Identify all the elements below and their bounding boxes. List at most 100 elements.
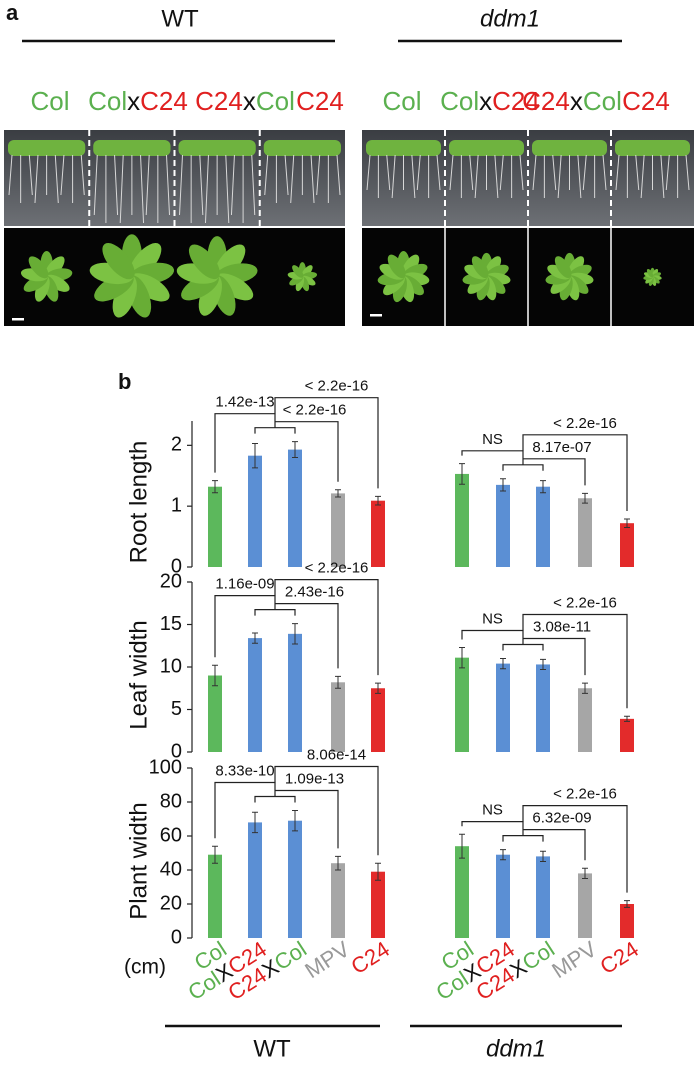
error-bar	[540, 480, 546, 494]
y-axis-label: Plant width	[125, 802, 152, 919]
bar	[248, 455, 262, 567]
bar	[288, 449, 302, 567]
root	[532, 154, 537, 191]
y-tick-label: 1	[171, 494, 182, 516]
p-value: < 2.2e-16	[283, 402, 347, 419]
error-bar	[335, 855, 341, 871]
p-value: 8.33e-10	[215, 762, 274, 779]
x-tick-label: C24	[595, 936, 642, 979]
root	[28, 154, 33, 196]
bar	[288, 820, 302, 938]
root	[577, 154, 582, 199]
bracket	[275, 789, 339, 849]
error-bar	[459, 646, 465, 669]
seedlings	[532, 140, 607, 156]
rosette-leaf	[102, 243, 135, 280]
p-value: < 2.2e-16	[553, 786, 617, 803]
bar	[496, 484, 510, 567]
sample-label: C24xCol	[522, 86, 622, 116]
root	[145, 154, 150, 216]
bracket	[523, 829, 586, 861]
root	[284, 154, 289, 196]
error-bar	[624, 715, 630, 722]
seedlings	[93, 140, 171, 156]
root	[557, 154, 562, 199]
root	[411, 154, 416, 199]
label-part: C24	[195, 86, 243, 116]
x-tick-label: MPV	[300, 936, 354, 983]
group-label: ddm1	[480, 5, 540, 32]
label-part: x	[243, 86, 256, 116]
panel-label: a	[6, 0, 19, 25]
scale-bar	[12, 318, 24, 321]
label-part: Col	[256, 86, 295, 116]
root	[552, 154, 557, 191]
error-bar	[375, 862, 381, 881]
bracket	[502, 643, 544, 651]
label-part: C24	[595, 936, 642, 979]
p-value: < 2.2e-16	[305, 378, 369, 395]
root	[640, 154, 645, 199]
root	[436, 154, 441, 191]
error-bar	[375, 495, 381, 506]
label-part: Col	[382, 86, 421, 116]
root	[602, 154, 607, 191]
bracket	[275, 603, 339, 669]
bar	[455, 846, 469, 938]
root	[416, 154, 421, 191]
rosette-leaf	[646, 269, 654, 278]
error-bar	[292, 441, 298, 458]
error-bar	[500, 849, 506, 861]
bar	[208, 854, 222, 938]
bar	[208, 675, 222, 752]
bar	[208, 486, 222, 567]
sample-label: ColxC24	[88, 86, 188, 116]
root	[685, 154, 690, 191]
label-part: C24	[522, 86, 570, 116]
root	[199, 154, 204, 216]
p-value: 3.08e-11	[533, 618, 591, 635]
bar	[248, 822, 262, 938]
root	[119, 154, 124, 224]
label-part: Col	[88, 86, 127, 116]
sample-label: ColxC24	[440, 86, 540, 116]
root	[80, 154, 85, 196]
bar	[578, 688, 592, 752]
label-part: C24	[346, 936, 393, 979]
root	[582, 154, 587, 191]
seedlings	[8, 140, 86, 156]
root	[310, 154, 315, 204]
p-value: 2.43e-16	[285, 584, 344, 601]
bar	[496, 854, 510, 938]
label-part: C24	[296, 86, 344, 116]
bar	[331, 682, 345, 752]
bracket	[523, 637, 586, 676]
bar	[248, 638, 262, 752]
error-bar	[582, 682, 588, 694]
root	[225, 154, 230, 224]
error-bar	[500, 658, 506, 670]
bar	[331, 863, 345, 938]
root	[665, 154, 670, 191]
root	[391, 154, 396, 199]
root	[114, 154, 119, 216]
sample-label: Col	[30, 86, 69, 116]
bracket	[214, 781, 276, 839]
error-bar	[252, 443, 258, 469]
root	[366, 154, 371, 191]
label-part: MPV	[300, 936, 354, 983]
p-value: NS	[482, 610, 503, 627]
root	[469, 154, 474, 191]
y-tick-label: 20	[160, 570, 182, 592]
error-bar	[212, 845, 218, 864]
error-bar	[252, 632, 258, 644]
bracket	[461, 821, 524, 836]
bracket	[522, 805, 628, 893]
y-tick-label: 2	[171, 434, 182, 456]
bracket	[214, 413, 276, 473]
root	[230, 154, 235, 216]
bracket	[461, 629, 524, 645]
error-bar	[335, 489, 341, 498]
bracket	[275, 421, 339, 482]
y-tick-label: 20	[160, 892, 182, 914]
